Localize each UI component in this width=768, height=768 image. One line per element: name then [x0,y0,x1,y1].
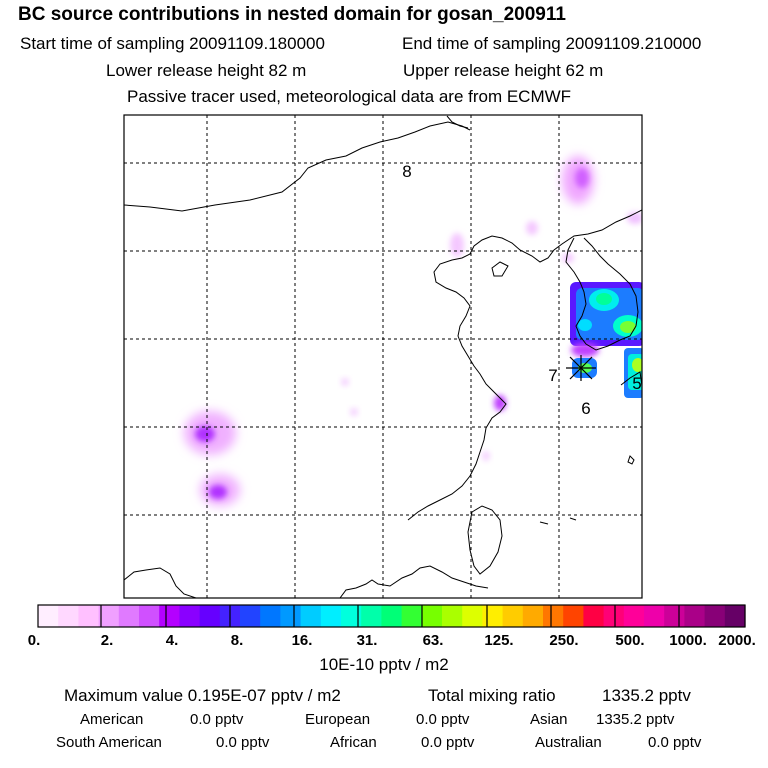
color-scale-swatch [482,605,504,627]
australian-label: Australian [535,734,602,751]
marker-label-8: 8 [402,162,411,181]
color-scale-swatch [58,605,79,627]
color-scale-swatch [462,605,483,627]
color-scale-swatch [644,605,665,627]
scale-tick-label: 0. [27,632,41,649]
color-scale-swatch [280,605,302,627]
upper-release-label: Upper release height 62 m [403,61,604,80]
color-scale-swatch [704,605,726,627]
total-mixing-value: 1335.2 pptv [602,686,691,705]
african-value: 0.0 pptv [421,734,475,751]
european-value: 0.0 pptv [416,711,470,728]
asian-label: Asian [530,711,568,728]
max-value-label: Maximum value 0.195E-07 pptv / m2 [64,686,341,705]
scale-tick-label: 2. [100,632,114,649]
african-label: African [330,734,377,751]
color-scale-swatch [442,605,463,627]
scale-tick-label: 63. [422,632,444,649]
scale-tick-label: 500. [615,632,645,649]
color-scale-swatch [98,605,120,627]
color-scale-swatch [361,605,382,627]
scale-tick-label: 2000. [718,632,756,649]
scale-tick-label: 31. [356,632,378,649]
scale-unit-label: 10E-10 pptv / m2 [319,655,449,674]
total-mixing-label: Total mixing ratio [428,686,556,705]
south-american-label: South American [56,734,162,751]
receptor-star-marker [566,355,596,381]
color-scale-swatch [543,605,564,627]
color-scale-swatch [139,605,160,627]
start-time-label: Start time of sampling 20091109.180000 [20,34,325,53]
color-scale-swatch [159,605,180,627]
scale-tick-label: 125. [484,632,514,649]
scale-tick-label: 4. [165,632,179,649]
page-title: BC source contributions in nested domain… [18,4,566,25]
asian-value: 1335.2 pptv [596,711,675,728]
color-scale-bar [38,605,746,627]
color-scale-swatch [421,605,443,627]
marker-label-7: 7 [548,366,557,385]
concentration-field [184,156,642,506]
map-frame [123,114,643,599]
color-scale-swatch [664,605,685,627]
scale-tick-label: 8. [230,632,244,649]
south-american-value: 0.0 pptv [216,734,270,751]
coastlines [124,115,642,598]
color-scale-swatch [260,605,281,627]
color-scale-swatch [179,605,201,627]
color-scale-swatch [502,605,524,627]
marker-label-5: 5 [632,374,641,393]
color-scale-swatch [603,605,625,627]
color-scale-swatch [401,605,423,627]
color-scale-swatch [240,605,261,627]
australian-value: 0.0 pptv [648,734,702,751]
color-scale-swatch [381,605,403,627]
color-scale-dividers [100,605,680,627]
lower-release-label: Lower release height 82 m [106,61,307,80]
end-time-label: End time of sampling 20091109.210000 [402,34,702,53]
scale-tick-label: 1000. [669,632,707,649]
color-scale-swatch [199,605,221,627]
color-scale-swatch [118,605,140,627]
color-scale-swatch [522,605,544,627]
color-scale-swatch [320,605,342,627]
color-scale-swatch [300,605,322,627]
color-scale-swatch [623,605,645,627]
tracer-note: Passive tracer used, meteorological data… [127,87,572,106]
color-scale-swatch [38,605,59,627]
color-scale-swatch [583,605,605,627]
american-value: 0.0 pptv [190,711,244,728]
scale-tick-label: 16. [291,632,313,649]
map-area [124,115,642,598]
european-label: European [305,711,371,728]
color-scale-swatch [684,605,706,627]
scale-tick-label: 250. [549,632,579,649]
color-scale-swatch [78,605,100,627]
color-scale-swatch [563,605,584,627]
american-label: American [80,711,144,728]
color-scale-swatch [724,605,746,627]
lat-lon-grid [124,115,642,598]
color-scale-swatch [341,605,362,627]
marker-label-6: 6 [581,399,590,418]
color-scale-frame [37,604,746,628]
